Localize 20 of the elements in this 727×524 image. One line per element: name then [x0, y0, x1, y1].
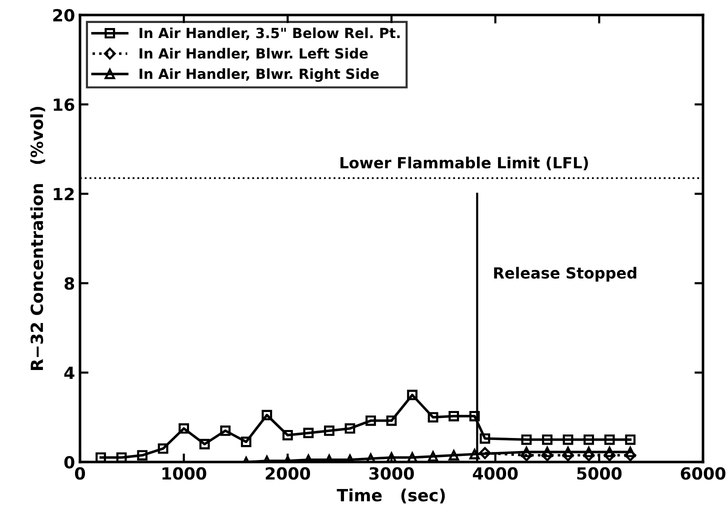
x-axis-title: Time (sec) — [336, 488, 445, 504]
y-tick-label: 0 — [64, 456, 74, 469]
ref-line-label: Lower Flammable Limit (LFL) — [340, 156, 588, 170]
legend-label: In Air Handler, Blwr. Right Side — [140, 68, 379, 82]
legend-label: In Air Handler, Blwr. Left Side — [140, 48, 368, 60]
legend-label: In Air Handler, 3.5" Below Rel. Pt. — [140, 28, 400, 40]
x-tick-label: 5000 — [577, 467, 622, 480]
x-tick-label: 0 — [75, 467, 85, 480]
y-axis-title: R−32 Concentration (%vol) — [30, 106, 46, 370]
x-tick-label: 2000 — [266, 467, 310, 480]
y-tick-label: 4 — [64, 366, 74, 379]
x-tick-label: 6000 — [680, 467, 726, 480]
x-tick-label: 1000 — [162, 467, 206, 480]
x-tick-label: 4000 — [472, 467, 518, 480]
y-tick-label: 16 — [54, 98, 74, 111]
y-tick-label: 8 — [64, 277, 74, 290]
y-tick-label: 20 — [53, 8, 74, 22]
ref-line-label: Release Stopped — [494, 266, 636, 282]
x-tick-label: 3000 — [369, 467, 414, 480]
y-tick-label: 12 — [54, 188, 74, 200]
